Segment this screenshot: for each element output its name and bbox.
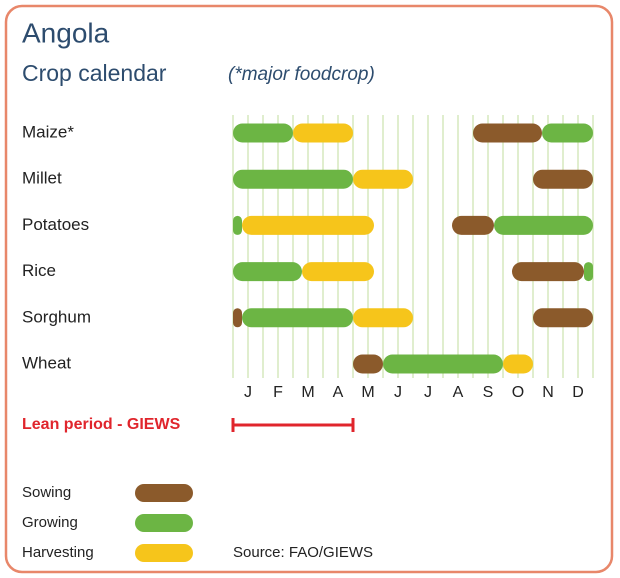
x-tick-label: N <box>542 384 554 401</box>
x-tick-label: S <box>483 384 494 401</box>
bar <box>494 215 593 235</box>
chart-subtitle: Crop calendar <box>22 60 167 86</box>
row-label: Sorghum <box>22 307 91 326</box>
bar <box>512 262 584 282</box>
bar <box>233 123 293 143</box>
x-tick-label: M <box>361 384 374 401</box>
x-tick-label: J <box>244 384 252 401</box>
bar <box>452 215 494 235</box>
bar <box>473 123 542 143</box>
chart-title: Angola <box>22 17 110 48</box>
legend-label: Sowing <box>22 484 71 501</box>
bar <box>233 169 353 189</box>
bar <box>242 308 353 328</box>
bar <box>242 215 374 235</box>
bar <box>542 123 593 143</box>
x-tick-label: F <box>273 384 283 401</box>
lean-label: Lean period - GIEWS <box>22 416 181 433</box>
note: (*major foodcrop) <box>228 64 375 85</box>
bar <box>293 123 353 143</box>
legend-swatch <box>135 544 193 562</box>
bar <box>533 169 593 189</box>
bar <box>233 215 242 235</box>
x-tick-label: J <box>424 384 432 401</box>
row-label: Millet <box>22 169 62 188</box>
bar <box>302 262 374 282</box>
row-label: Maize* <box>22 122 74 141</box>
bar <box>503 354 533 374</box>
frame <box>4 4 614 574</box>
row-label: Wheat <box>22 353 71 372</box>
x-tick-label: J <box>394 384 402 401</box>
x-tick-label: D <box>572 384 584 401</box>
bar <box>383 354 503 374</box>
legend-label: Growing <box>22 514 78 531</box>
row-label: Potatoes <box>22 215 89 234</box>
bar <box>353 308 413 328</box>
legend-swatch <box>135 514 193 532</box>
bar <box>533 308 593 328</box>
legend-label: Harvesting <box>22 544 94 561</box>
bar <box>584 262 593 282</box>
x-tick-label: M <box>301 384 314 401</box>
bar <box>353 169 413 189</box>
bar <box>233 308 242 328</box>
x-tick-label: A <box>333 384 344 401</box>
x-tick-label: A <box>453 384 464 401</box>
bar <box>353 354 383 374</box>
bar <box>233 262 302 282</box>
row-label: Rice <box>22 261 56 280</box>
legend-swatch <box>135 484 193 502</box>
x-tick-label: O <box>512 384 524 401</box>
source: Source: FAO/GIEWS <box>233 544 373 561</box>
